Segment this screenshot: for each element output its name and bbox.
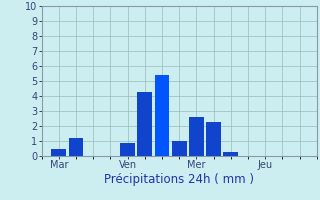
Bar [206, 121, 221, 156]
Bar [155, 75, 169, 156]
Bar [172, 141, 187, 156]
Bar [69, 138, 83, 156]
X-axis label: Précipitations 24h ( mm ): Précipitations 24h ( mm ) [104, 173, 254, 186]
Bar [138, 92, 152, 156]
Bar [189, 117, 204, 156]
Bar [120, 142, 135, 156]
Bar [52, 148, 66, 156]
Bar [223, 152, 238, 156]
